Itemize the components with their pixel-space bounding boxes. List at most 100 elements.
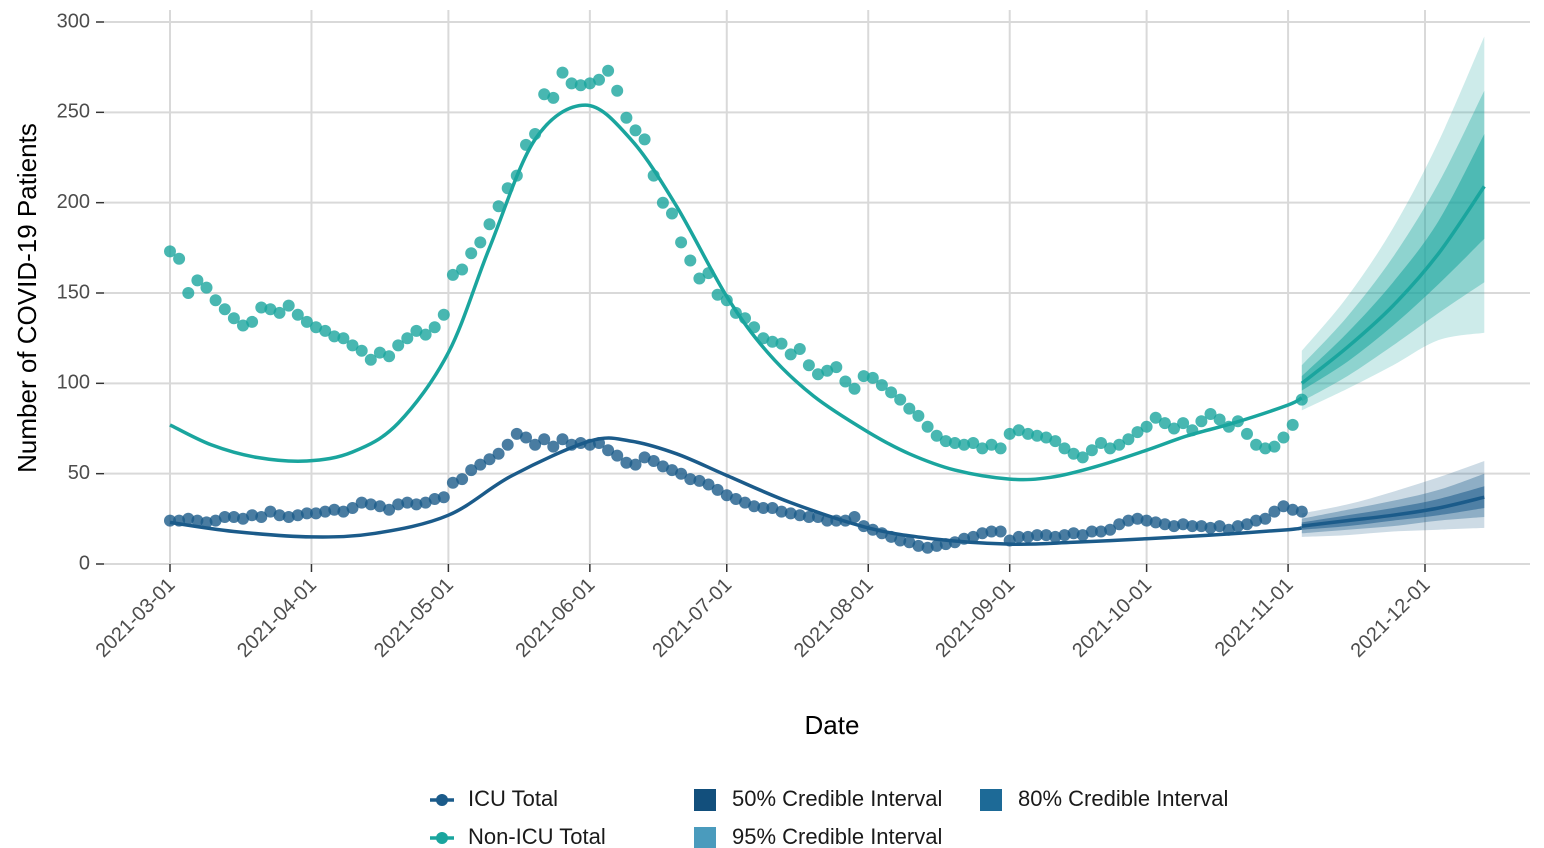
icu-data-point (191, 514, 204, 527)
non-icu-data-point (419, 328, 432, 341)
non-icu-data-point (1040, 431, 1053, 444)
icu-data-point (720, 489, 733, 502)
icu-data-point (392, 498, 405, 511)
icu-data-point (866, 523, 879, 536)
non-icu-data-point (227, 312, 240, 325)
non-icu-data-point (976, 442, 989, 455)
non-icu-data-point (583, 77, 596, 90)
non-icu-data-point (474, 236, 487, 249)
icu-data-point (556, 433, 569, 446)
non-icu-data-point (894, 393, 907, 406)
non-icu-data-point (1286, 418, 1299, 431)
icu-data-point (939, 538, 952, 551)
icu-data-point (1295, 505, 1308, 518)
icu-data-point (446, 476, 459, 489)
icu-data-point (1277, 500, 1290, 513)
icu-data-point (291, 509, 304, 522)
non-icu-data-point (958, 438, 971, 451)
icu-data-point (830, 514, 843, 527)
legend-swatch (694, 789, 716, 811)
non-icu-data-point (401, 332, 414, 345)
icu-data-point (994, 525, 1007, 538)
icu-data-point (529, 438, 542, 451)
legend-label: 80% Credible Interval (1018, 786, 1228, 811)
non-icu-data-point (666, 207, 678, 220)
non-icu-data-point (684, 254, 697, 267)
non-icu-ci50-band (1301, 134, 1485, 391)
non-icu-data-point (611, 84, 624, 97)
non-icu-data-point (1231, 415, 1244, 428)
icu-data-point (1222, 523, 1235, 536)
icu-data-point (757, 502, 770, 514)
non-icu-data-point (346, 339, 359, 352)
non-icu-data-point (510, 169, 523, 182)
non-icu-data-point (1149, 411, 1162, 424)
icu-data-point (1031, 529, 1044, 542)
icu-data-point (574, 437, 587, 449)
forecast-medians (1300, 185, 1486, 528)
non-icu-data-point (529, 128, 542, 140)
icu-data-point (1058, 529, 1071, 542)
non-icu-data-point (647, 169, 660, 182)
icu-data-point (1195, 520, 1208, 533)
non-icu-data-point (492, 200, 505, 213)
non-icu-data-point (282, 299, 295, 312)
observed-points (164, 64, 1308, 554)
y-axis: 0 50 100 150 200 250 300 (57, 10, 104, 574)
icu-data-point (1040, 529, 1053, 542)
non-icu-data-point (1140, 420, 1153, 433)
legend-swatch (980, 789, 1002, 811)
non-icu-data-point (428, 321, 441, 334)
icu-data-point (812, 511, 824, 523)
icu-data-point (611, 449, 624, 462)
non-icu-data-point (793, 343, 806, 355)
icu-data-point (1259, 512, 1272, 525)
non-icu-data-point (656, 196, 669, 209)
icu-data-point (1149, 516, 1162, 529)
icu-data-point (894, 534, 907, 547)
icu-data-point (1067, 527, 1080, 540)
icu-data-point (1140, 514, 1153, 527)
non-icu-data-point (830, 361, 843, 374)
non-icu-data-point (1177, 417, 1190, 430)
icu-data-point (419, 496, 432, 509)
non-icu-data-point (574, 79, 587, 92)
non-icu-data-point (1113, 438, 1126, 451)
non-icu-data-point (1168, 422, 1180, 435)
icu-data-point (930, 539, 943, 552)
non-icu-data-point (921, 420, 934, 433)
non-icu-data-point (784, 348, 797, 361)
non-icu-data-point (748, 321, 761, 334)
legend-label: 50% Credible Interval (732, 786, 942, 811)
non-icu-data-point (1250, 438, 1263, 451)
fitted-curves (169, 103, 1303, 546)
y-axis-title: Number of COVID-19 Patients (12, 123, 42, 473)
non-icu-data-point (483, 218, 496, 231)
non-icu-data-point (866, 371, 879, 384)
icu-data-point (1085, 525, 1098, 538)
non-icu-data-point (547, 91, 560, 104)
icu-data-point (647, 455, 660, 467)
icu-data-point (793, 509, 806, 522)
icu-data-point (766, 502, 779, 514)
y-tick-label: 300 (57, 10, 90, 32)
non-icu-data-point (1085, 444, 1098, 457)
icu-data-point (264, 505, 277, 518)
non-icu-data-point (437, 308, 450, 321)
non-icu-data-point (1213, 413, 1226, 426)
icu-data-point (885, 530, 898, 543)
non-icu-data-point (839, 375, 852, 388)
non-icu-data-point (209, 294, 222, 307)
icu-data-point (164, 514, 176, 527)
icu-data-point (1049, 530, 1062, 543)
icu-data-point (1204, 521, 1217, 534)
icu-data-point (638, 451, 651, 464)
icu-data-point (328, 503, 341, 516)
icu-data-point (693, 474, 706, 487)
non-icu-data-point (164, 245, 176, 258)
non-icu-data-point (729, 306, 742, 319)
icu-data-point (1076, 529, 1089, 542)
icu-data-point (1095, 525, 1107, 538)
x-tick-label: 2021-06-01 (511, 574, 599, 662)
non-icu-data-point (675, 236, 688, 249)
